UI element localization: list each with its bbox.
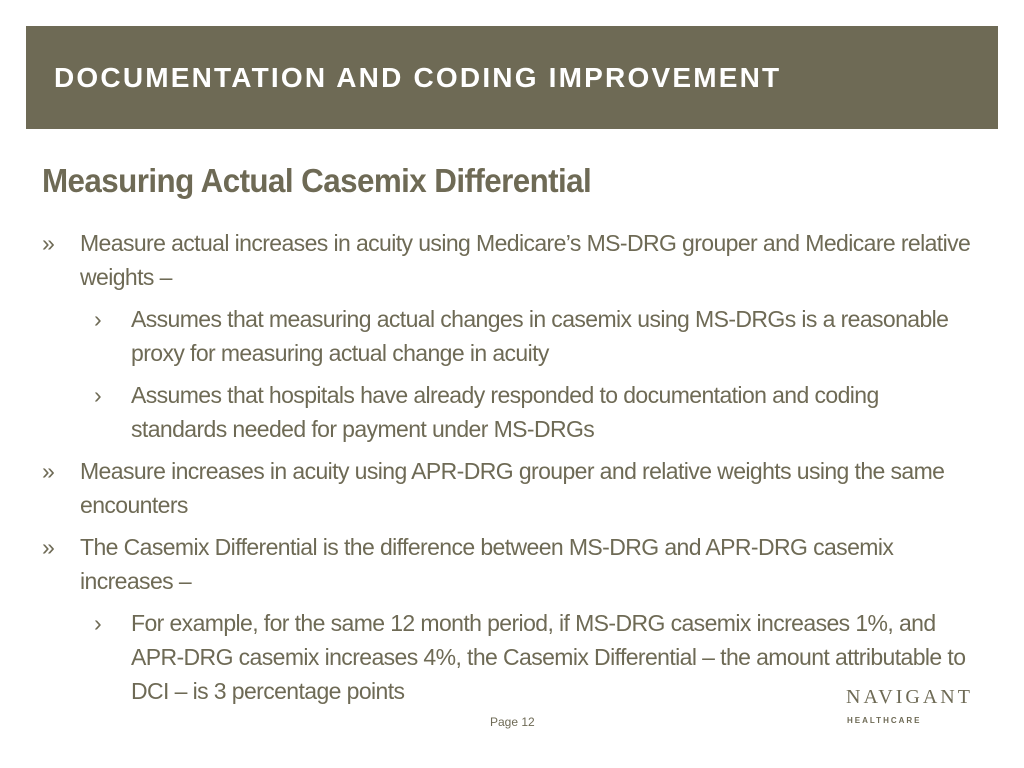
sub-bullet-item: › Assumes that hospitals have already re… bbox=[42, 378, 972, 446]
bullet-item: » Measure actual increases in acuity usi… bbox=[42, 226, 972, 294]
header-bar: DOCUMENTATION AND CODING IMPROVEMENT bbox=[26, 26, 998, 129]
sub-bullet-marker: › bbox=[94, 610, 102, 636]
bullet-marker: » bbox=[42, 230, 55, 256]
sub-bullet-item: › For example, for the same 12 month per… bbox=[42, 606, 972, 708]
sub-bullet-marker: › bbox=[94, 382, 102, 408]
bullet-text: The Casemix Differential is the differen… bbox=[80, 534, 894, 594]
logo-subtitle: HEALTHCARE bbox=[847, 716, 922, 725]
sub-bullet-text: For example, for the same 12 month perio… bbox=[131, 610, 966, 704]
sub-bullet-text: Assumes that hospitals have already resp… bbox=[131, 382, 879, 442]
sub-bullet-item: › Assumes that measuring actual changes … bbox=[42, 302, 972, 370]
logo-wordmark: NAVIGANT bbox=[846, 686, 973, 708]
bullet-marker: » bbox=[42, 534, 55, 560]
bullet-marker: » bbox=[42, 458, 55, 484]
slide-title: Measuring Actual Casemix Differential bbox=[42, 162, 592, 199]
bullet-text: Measure actual increases in acuity using… bbox=[80, 230, 971, 290]
bullet-list: » Measure actual increases in acuity usi… bbox=[42, 226, 972, 716]
sub-bullet-text: Assumes that measuring actual changes in… bbox=[131, 306, 949, 366]
sub-bullet-marker: › bbox=[94, 306, 102, 332]
navigant-logo: NAVIGANT HEALTHCARE bbox=[846, 686, 972, 728]
header-title: DOCUMENTATION AND CODING IMPROVEMENT bbox=[54, 62, 782, 93]
bullet-text: Measure increases in acuity using APR-DR… bbox=[80, 458, 945, 518]
page-number: Page 12 bbox=[490, 715, 535, 729]
bullet-item: » The Casemix Differential is the differ… bbox=[42, 530, 972, 598]
bullet-item: » Measure increases in acuity using APR-… bbox=[42, 454, 972, 522]
